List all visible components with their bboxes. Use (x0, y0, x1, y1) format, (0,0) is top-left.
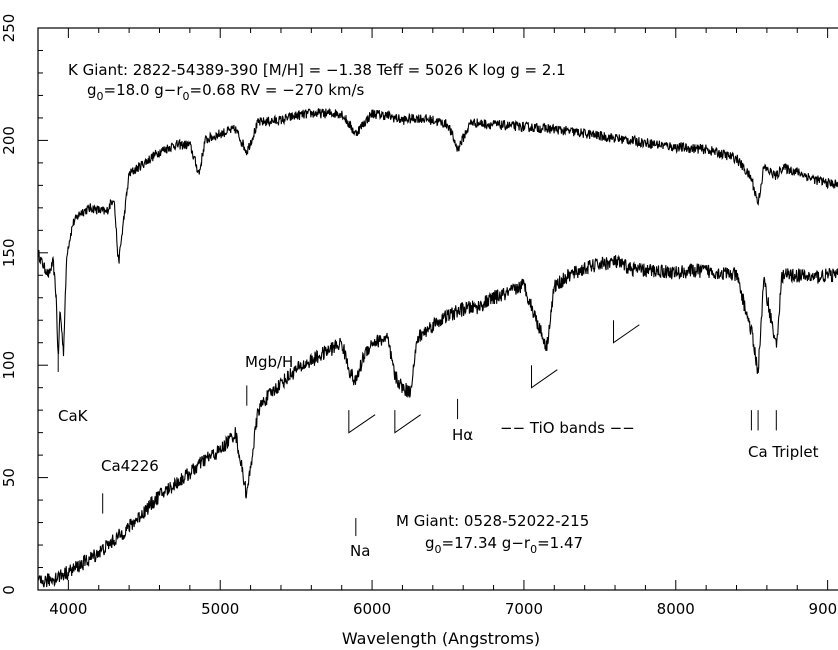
k-giant-subtitle: g0=18.0 g−r0=0.68 RV = −270 km/s (87, 81, 365, 103)
tio-label: −− TiO bands −− (500, 419, 635, 437)
k-giant-title: K Giant: 2822-54389-390 [M/H] = −1.38 Te… (68, 61, 566, 79)
x-axis-label: Wavelength (Angstroms) (342, 629, 540, 648)
spectrum-series (37, 107, 838, 588)
series-line-k-giant (37, 107, 838, 357)
y-tick-label: 50 (0, 468, 18, 487)
y-tick-label: 200 (0, 126, 18, 155)
cak-label: CaK (58, 407, 89, 425)
ca-triplet-label: Ca Triplet (748, 443, 819, 461)
x-tick-label: 4000 (49, 600, 87, 618)
y-tick-label: 0 (0, 585, 18, 595)
na-label: Na (350, 542, 370, 560)
x-tick-label: 7000 (505, 600, 543, 618)
y-tick-label: 250 (0, 14, 18, 43)
tio-band-marker (394, 410, 421, 434)
plot-frame (37, 27, 838, 591)
ca4226-label: Ca4226 (101, 457, 159, 475)
mgbh-label: Mgb/H (245, 353, 293, 371)
y-tick-label: 150 (0, 238, 18, 267)
line-markers (57, 320, 777, 537)
x-tick-label: 6000 (353, 600, 391, 618)
tio-band-marker (613, 320, 640, 344)
m-giant-title: M Giant: 0528-52022-215 (396, 512, 589, 530)
series-line-m-giant (37, 254, 838, 588)
y-tick-label: 100 (0, 351, 18, 380)
m-giant-subtitle: g0=17.34 g−r0=1.47 (425, 534, 583, 556)
halpha-label: Hα (452, 426, 473, 444)
x-tick-label: 5000 (201, 600, 239, 618)
tio-band-marker (348, 410, 376, 434)
x-tick-label: 8000 (657, 600, 695, 618)
tio-band-marker (531, 365, 558, 389)
